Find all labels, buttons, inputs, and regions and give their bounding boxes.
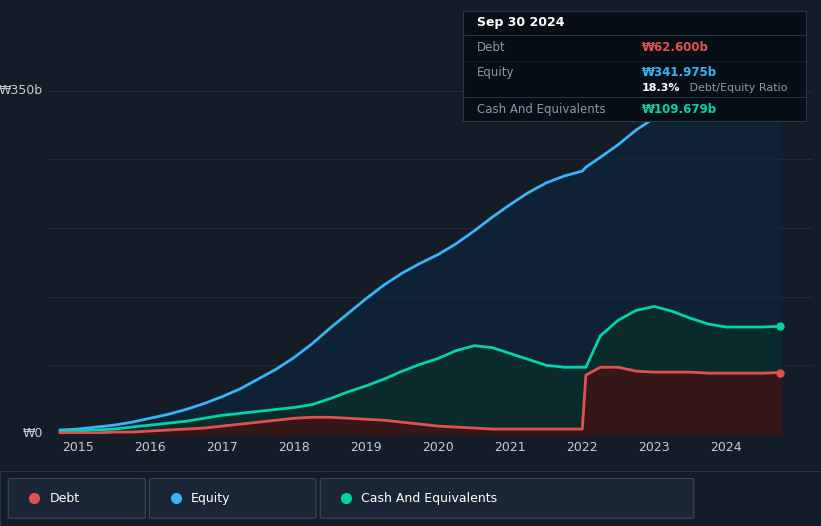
FancyBboxPatch shape <box>8 479 145 518</box>
Text: Cash And Equivalents: Cash And Equivalents <box>477 103 605 116</box>
Text: Equity: Equity <box>190 492 230 505</box>
Text: 18.3%: 18.3% <box>641 84 680 94</box>
FancyBboxPatch shape <box>320 479 694 518</box>
Text: ₩341.975b: ₩341.975b <box>641 66 717 79</box>
Text: Equity: Equity <box>477 66 514 79</box>
Text: Debt: Debt <box>477 42 506 55</box>
Text: Sep 30 2024: Sep 30 2024 <box>477 16 564 29</box>
Text: ₩350b: ₩350b <box>0 84 44 97</box>
Text: ₩0: ₩0 <box>23 428 44 440</box>
Text: ₩109.679b: ₩109.679b <box>641 103 717 116</box>
Text: Debt: Debt <box>49 492 80 505</box>
Text: Cash And Equivalents: Cash And Equivalents <box>361 492 498 505</box>
Text: Debt/Equity Ratio: Debt/Equity Ratio <box>686 84 787 94</box>
Text: ₩62.600b: ₩62.600b <box>641 42 709 55</box>
FancyBboxPatch shape <box>149 479 316 518</box>
